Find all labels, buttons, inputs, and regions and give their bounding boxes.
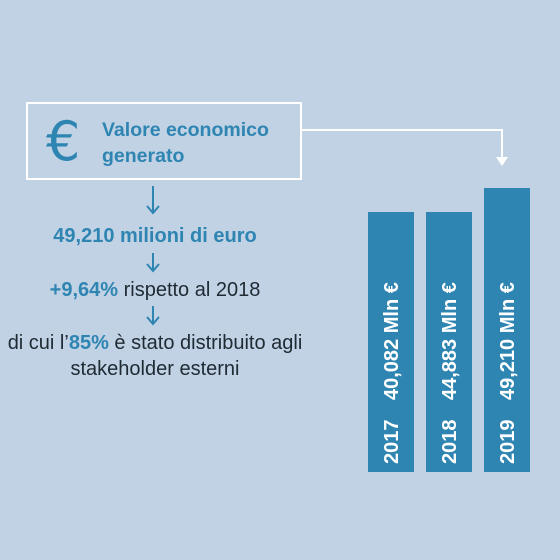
bar-year-label: 2018	[439, 420, 461, 465]
bar-value-label: 40,082 Mln €	[381, 282, 403, 400]
bar-value-label: 44,883 Mln €	[439, 282, 461, 400]
title: Valore economico generato	[102, 119, 269, 167]
distribution-prefix: di cui l’	[7, 332, 69, 354]
distribution-value: 85%	[68, 332, 109, 354]
growth-text: rispetto al 2018	[118, 279, 261, 301]
euro-icon: €	[46, 110, 81, 173]
bar-2018	[426, 212, 472, 472]
bar-2017	[368, 212, 414, 472]
arrow-down-icon	[146, 186, 160, 215]
bar-2019	[484, 188, 530, 472]
distribution-text: è stato distribuito agli stakeholder est…	[70, 332, 303, 380]
bar-year-label: 2017	[381, 420, 403, 465]
arrow-down-icon	[146, 253, 160, 273]
bar-year-label: 2019	[497, 420, 519, 465]
bar-value-label: 49,210 Mln €	[497, 282, 519, 400]
title-box: € Valore economico generato	[26, 102, 302, 180]
growth-value: +9,64%	[49, 279, 119, 301]
total-value: 49,210 milioni di euro	[53, 225, 257, 247]
distribution-line: di cui l’85% è stato distribuito agli st…	[0, 330, 310, 382]
arrow-down-icon	[146, 306, 160, 326]
growth-line: +9,64% rispetto al 2018	[0, 277, 310, 303]
